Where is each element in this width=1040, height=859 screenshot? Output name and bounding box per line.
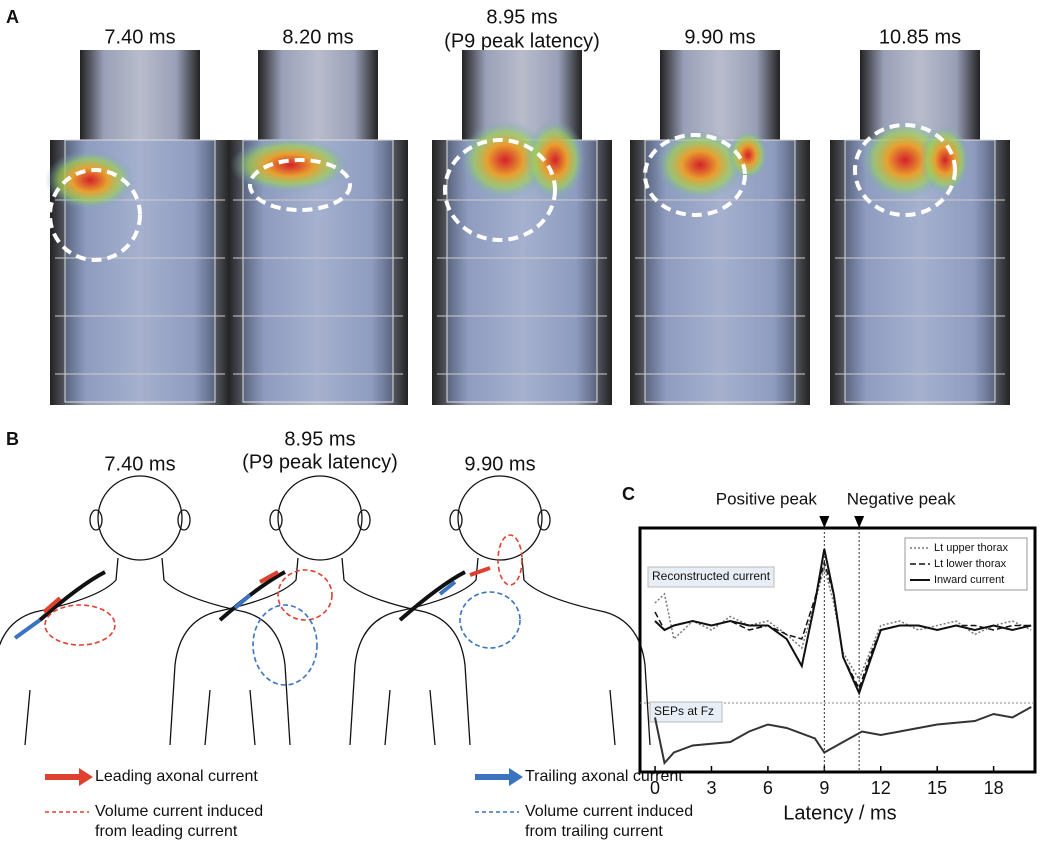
x-tick-label: 9 [819,778,829,798]
legend-box [904,537,1028,591]
body-outline [169,557,471,746]
plot-frame [638,526,1037,774]
annotation: Negative peak [847,489,956,508]
subplot-label: Reconstructed current [652,569,771,583]
figure-title: 9.90 ms [464,453,535,475]
legend-text: Lt upper thorax [934,542,1008,554]
xray-neck [80,50,200,142]
current-loop [48,168,142,262]
head [277,475,363,561]
legend-text: Leading axonal current [95,768,258,785]
x-axis-label: Latency / ms [783,802,896,824]
frame-title: 9.90 ms [684,26,755,48]
current-loop [643,133,747,217]
axonal-arrow [13,618,42,640]
peak-marker [819,516,830,528]
axonal-arrow [233,593,252,610]
peak-marker [854,516,865,528]
heat-blob [525,120,585,200]
frame-title: (P9 peak latency) [444,30,600,52]
axonal-arrow [259,570,279,584]
volume-loop [252,604,318,686]
panel-label: C [622,484,635,504]
legend-text: Inward current [934,574,1004,586]
x-tick-label: 18 [984,778,1004,798]
frame-title: 8.20 ms [282,26,353,48]
x-tick-label: 6 [763,778,773,798]
legend-text: from trailing current [525,823,663,840]
frame-title: 10.85 ms [879,26,961,48]
current-loop [248,158,352,212]
body-outline [349,557,651,746]
axonal-arrow [469,566,491,577]
volume-loop [497,534,523,586]
heat-blob [920,125,970,195]
frame-title: 7.40 ms [104,26,175,48]
legend-text: Volume current induced [95,803,263,820]
legend-text: Volume current induced [525,803,693,820]
ear [537,509,551,531]
subplot-label: SEPs at Fz [654,704,714,718]
heat-blob [460,120,550,200]
ear [89,509,103,531]
axonal-arrow [438,580,457,596]
ear [449,509,463,531]
x-tick-label: 15 [927,778,947,798]
head [97,475,183,561]
axon [38,570,106,622]
trace [654,706,1032,766]
axonal-arrow [42,596,62,614]
figure-title: (P9 peak latency) [242,451,398,473]
x-tick-label: 12 [871,778,891,798]
body-outline [0,557,291,746]
legend-arrowhead [509,768,523,786]
x-tick-label: 3 [706,778,716,798]
x-tick-label: 0 [650,778,660,798]
current-loop [853,123,957,217]
frame-title: 8.95 ms [486,6,557,28]
subplot-label-box [649,701,723,723]
axon [218,570,286,622]
subplot-label-box [647,566,775,588]
heat-blob [728,130,768,180]
trace [654,564,1032,682]
ear [177,509,191,531]
volume-loop [44,604,116,646]
figure-title: 8.95 ms [284,428,355,450]
head [457,475,543,561]
annotation: Positive peak [716,489,818,508]
legend-text: from leading current [95,823,238,840]
volume-loop [459,591,521,649]
figure-title: 7.40 ms [104,453,175,475]
heat-blob [45,150,135,210]
panel-label: A [6,7,19,27]
panel-label: B [6,429,19,449]
heat-blob [655,130,745,200]
xray-neck [660,50,780,142]
axon [398,570,466,622]
volume-loop [277,569,333,621]
xray-neck [258,50,378,142]
legend-arrowhead [79,768,93,786]
legend-text: Lt lower thorax [934,558,1007,570]
trace [654,548,1032,696]
heat-blob [230,137,350,193]
current-loop [443,138,557,242]
ear [357,509,371,531]
ear [269,509,283,531]
